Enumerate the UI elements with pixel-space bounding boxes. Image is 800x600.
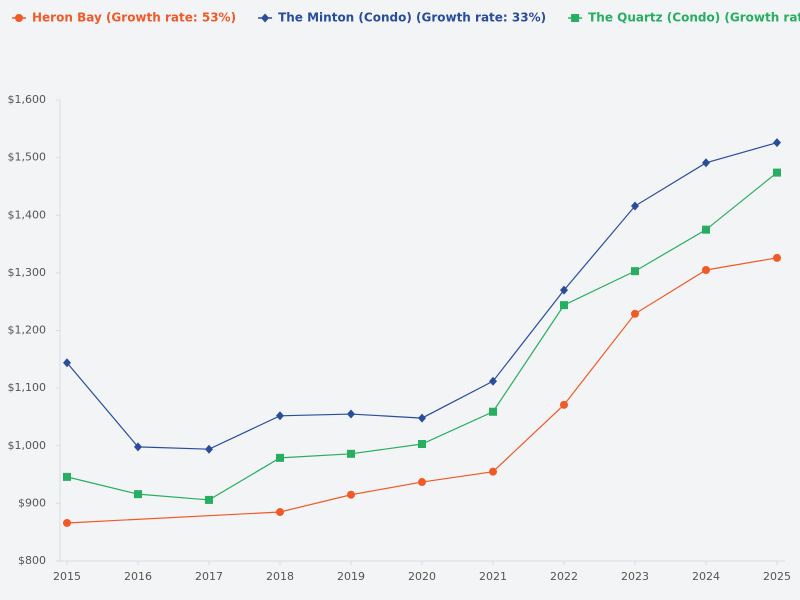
legend-label: The Quartz (Condo) (Growth rate: 56%) [588,11,800,25]
y-tick-label: $1,200 [8,324,47,337]
data-point [418,413,426,423]
data-point [276,453,284,462]
legend-marker [261,13,270,23]
data-point [63,358,71,368]
data-point [134,490,142,499]
data-point [347,449,355,458]
data-point [63,518,71,527]
y-tick-label: $1,400 [8,208,47,221]
x-tick-label: 2020 [408,570,436,583]
x-tick-label: 2019 [337,570,365,583]
x-tick-label: 2022 [550,570,578,583]
x-tick-label: 2018 [266,570,294,583]
data-point [63,472,71,481]
data-point [276,508,284,517]
x-tick-label: 2023 [621,570,649,583]
data-point [205,444,213,454]
y-tick-label: $1,300 [8,266,47,279]
data-point [347,409,355,419]
data-point [773,168,781,177]
x-tick-label: 2016 [124,570,152,583]
data-point [631,309,639,318]
y-tick-label: $1,000 [8,439,47,452]
y-tick-label: $1,600 [8,93,47,106]
data-point [773,253,781,262]
data-point [489,376,497,386]
y-tick-label: $1,500 [8,151,47,164]
data-point [631,201,639,211]
y-tick-label: $900 [18,496,46,509]
x-tick-label: 2024 [692,570,720,583]
x-tick-label: 2017 [195,570,223,583]
x-tick-label: 2025 [763,570,791,583]
y-tick-label: $800 [18,554,46,567]
data-point [489,407,497,416]
data-point [489,467,497,476]
data-point [702,225,710,234]
legend-label: Heron Bay (Growth rate: 53%) [32,11,236,25]
data-point [773,138,781,148]
data-point [702,265,710,274]
legend-marker [15,14,23,22]
data-point [347,490,355,499]
x-tick-label: 2021 [479,570,507,583]
data-point [631,267,639,276]
data-point [205,495,213,504]
legend-marker [571,14,580,22]
data-point [560,400,568,409]
data-point [418,440,426,449]
legend-label: The Minton (Condo) (Growth rate: 33%) [278,11,546,25]
data-point [560,285,568,295]
x-tick-label: 2015 [53,570,81,583]
data-point [418,478,426,487]
data-point [560,301,568,310]
y-tick-label: $1,100 [8,381,47,394]
data-point [276,411,284,421]
data-point [134,442,142,452]
data-point [702,158,710,168]
